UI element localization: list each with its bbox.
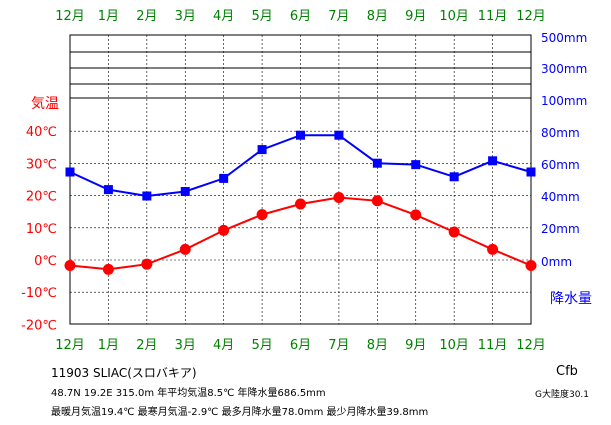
temperature-point	[64, 259, 76, 271]
temperature-point	[371, 195, 383, 207]
temperature-point	[256, 209, 268, 221]
month-label-bottom: 6月	[290, 338, 311, 353]
precipitation-point	[257, 145, 267, 155]
temperature-tick-label: 40℃	[26, 125, 57, 140]
month-label-bottom: 10月	[439, 338, 469, 353]
precipitation-tick-label: 300mm	[541, 62, 587, 76]
temperature-series	[64, 192, 537, 275]
climate-code: Cfb	[556, 364, 578, 379]
chart-axes: 12月 12月 1月 1月 2月 2月 3月 3月 4月 4月 5月 5月 6月 6月 7月 7月 8月 8月 9月…	[21, 9, 592, 353]
month-label-top: 7月	[328, 9, 349, 24]
precipitation-point	[449, 172, 459, 182]
month-label-top: 11月	[478, 9, 508, 24]
month-label-top: 6月	[290, 9, 311, 24]
month-label-top: 12月	[55, 9, 85, 24]
precipitation-point	[142, 191, 152, 201]
month-label-bottom: 8月	[367, 338, 388, 353]
month-label-bottom: 1月	[98, 338, 119, 353]
temperature-point	[410, 209, 422, 221]
temperature-point	[179, 243, 191, 255]
precipitation-tick-label: 40mm	[541, 190, 580, 204]
precipitation-point	[526, 167, 536, 177]
temperature-tick-label: -10℃	[21, 286, 57, 301]
precipitation-point	[219, 173, 229, 183]
precipitation-tick-label: 100mm	[541, 94, 587, 108]
station-location: 48.7N 19.2E 315.0m 年平均気温8.5℃ 年降水量686.5mm	[51, 388, 326, 399]
precipitation-point	[180, 187, 190, 197]
temperature-tick-label: 20℃	[26, 190, 57, 205]
month-label-bottom: 2月	[136, 338, 157, 353]
precipitation-tick-label: 500mm	[541, 31, 587, 45]
temperature-point	[525, 259, 537, 271]
precipitation-tick-label: 20mm	[541, 222, 580, 236]
temperature-tick-label: -20℃	[21, 318, 57, 333]
month-label-bottom: 7月	[328, 338, 349, 353]
month-label-top: 1月	[98, 9, 119, 24]
precipitation-tick-label: 0mm	[541, 255, 572, 269]
station-extremes: 最暖月気温19.4℃ 最寒月気温-2.9℃ 最多月降水量78.0mm 最少月降水…	[51, 407, 429, 418]
month-label-bottom: 9月	[405, 338, 426, 353]
month-label-bottom: 11月	[478, 338, 508, 353]
month-label-top: 4月	[213, 9, 234, 24]
precipitation-tick-label: 60mm	[541, 158, 580, 172]
month-label-top: 10月	[439, 9, 469, 24]
precipitation-point	[296, 130, 305, 140]
month-label-bottom: 5月	[251, 338, 272, 353]
continentality-index: G大陸度30.1	[535, 390, 590, 400]
temperature-point	[102, 263, 114, 275]
precipitation-point	[488, 156, 498, 166]
month-label-top: 9月	[405, 9, 426, 24]
precipitation-point	[411, 160, 421, 170]
precipitation-point	[103, 185, 113, 195]
precipitation-point	[334, 130, 344, 140]
precipitation-tick-label: 80mm	[541, 126, 580, 140]
station-name: 11903 SLIAC(スロバキア)	[51, 366, 197, 380]
temperature-point	[218, 224, 230, 236]
month-label-top: 2月	[136, 9, 157, 24]
chart-grid	[70, 35, 531, 324]
temperature-tick-label: 30℃	[26, 157, 57, 172]
temperature-point	[487, 243, 499, 255]
precipitation-point	[65, 167, 75, 177]
precipitation-axis-label: 降水量	[550, 291, 592, 307]
month-label-bottom: 3月	[175, 338, 196, 353]
month-label-top: 12月	[516, 9, 546, 24]
month-label-bottom: 4月	[213, 338, 234, 353]
month-label-top: 5月	[251, 9, 272, 24]
temperature-axis-label: 気温	[31, 96, 59, 112]
month-label-bottom: 12月	[55, 338, 85, 353]
month-label-top: 3月	[175, 9, 196, 24]
precipitation-point	[372, 158, 382, 168]
temperature-point	[333, 192, 345, 204]
temperature-tick-label: 10℃	[26, 222, 57, 237]
temperature-point	[295, 198, 306, 210]
temperature-tick-label: 0℃	[34, 254, 57, 269]
month-label-bottom: 12月	[516, 338, 546, 353]
temperature-point	[141, 258, 153, 270]
temperature-point	[448, 226, 460, 238]
month-label-top: 8月	[367, 9, 388, 24]
precipitation-series	[65, 130, 536, 201]
